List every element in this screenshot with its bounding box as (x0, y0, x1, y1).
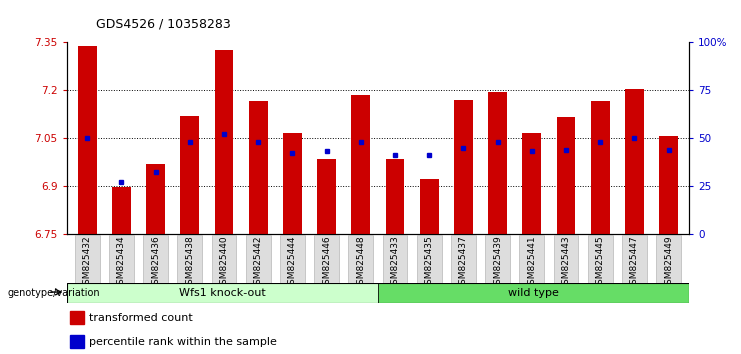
Text: GSM825435: GSM825435 (425, 236, 433, 290)
Bar (67, 283, 378, 303)
Bar (454, 100, 473, 234)
Text: GSM825443: GSM825443 (562, 236, 571, 290)
FancyBboxPatch shape (75, 235, 99, 284)
FancyBboxPatch shape (657, 235, 681, 284)
Text: GSM825440: GSM825440 (219, 236, 228, 290)
FancyBboxPatch shape (485, 235, 510, 284)
Text: Wfs1 knock-out: Wfs1 knock-out (179, 288, 266, 298)
FancyBboxPatch shape (109, 235, 133, 284)
Text: GSM825442: GSM825442 (253, 236, 263, 290)
Text: GSM825433: GSM825433 (391, 236, 399, 290)
FancyBboxPatch shape (622, 235, 647, 284)
FancyBboxPatch shape (588, 235, 613, 284)
Text: GSM825436: GSM825436 (151, 236, 160, 290)
Bar (70, 335, 84, 348)
Bar (420, 179, 439, 234)
Text: GSM825444: GSM825444 (288, 236, 297, 290)
FancyBboxPatch shape (178, 235, 202, 284)
Bar (180, 116, 199, 234)
Bar (215, 50, 233, 234)
FancyBboxPatch shape (314, 235, 339, 284)
Bar (351, 95, 370, 234)
FancyBboxPatch shape (280, 235, 305, 284)
Bar (488, 92, 507, 234)
FancyBboxPatch shape (212, 235, 236, 284)
FancyBboxPatch shape (554, 235, 578, 284)
Text: GSM825441: GSM825441 (528, 236, 536, 290)
Bar (591, 101, 610, 234)
FancyBboxPatch shape (519, 235, 544, 284)
Bar (625, 88, 644, 234)
Bar (522, 133, 541, 234)
Bar (70, 311, 84, 324)
Text: GSM825449: GSM825449 (664, 236, 673, 290)
FancyBboxPatch shape (417, 235, 442, 284)
Text: GSM825448: GSM825448 (356, 236, 365, 290)
Bar (146, 164, 165, 234)
Bar (317, 159, 336, 234)
Text: genotype/variation: genotype/variation (7, 288, 100, 298)
Text: GSM825437: GSM825437 (459, 236, 468, 290)
Bar (385, 159, 405, 234)
Text: GSM825439: GSM825439 (493, 236, 502, 290)
Bar (659, 136, 678, 234)
Bar (283, 133, 302, 234)
Text: GDS4526 / 10358283: GDS4526 / 10358283 (96, 18, 231, 31)
Text: percentile rank within the sample: percentile rank within the sample (89, 337, 277, 347)
Bar (112, 188, 131, 234)
Bar (556, 117, 576, 234)
FancyBboxPatch shape (246, 235, 270, 284)
Text: GSM825446: GSM825446 (322, 236, 331, 290)
Text: transformed count: transformed count (89, 313, 193, 323)
FancyBboxPatch shape (451, 235, 476, 284)
Text: GSM825434: GSM825434 (117, 236, 126, 290)
Text: GSM825447: GSM825447 (630, 236, 639, 290)
Bar (378, 283, 689, 303)
Bar (78, 46, 96, 234)
FancyBboxPatch shape (382, 235, 408, 284)
Text: GSM825438: GSM825438 (185, 236, 194, 290)
FancyBboxPatch shape (143, 235, 168, 284)
Bar (249, 101, 268, 234)
Text: GSM825432: GSM825432 (83, 236, 92, 290)
Text: GSM825445: GSM825445 (596, 236, 605, 290)
Text: wild type: wild type (508, 288, 559, 298)
FancyBboxPatch shape (348, 235, 373, 284)
